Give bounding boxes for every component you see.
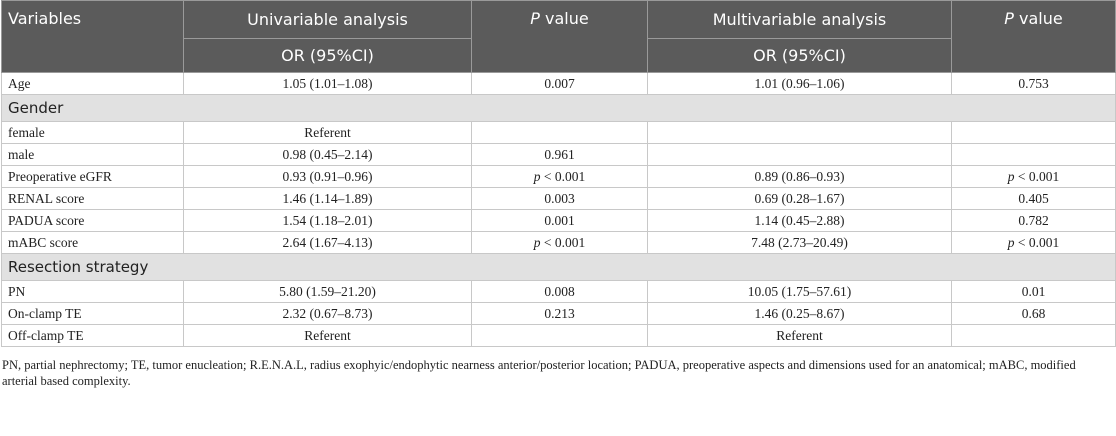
value-cell: 0.961	[471, 143, 648, 166]
value-cell: 1.46 (0.25–8.67)	[647, 302, 952, 325]
value-cell: 0.003	[471, 187, 648, 210]
value-cell: 1.46 (1.14–1.89)	[183, 187, 472, 210]
value-cell: 0.69 (0.28–1.67)	[647, 187, 952, 210]
value-cell: Referent	[183, 121, 472, 144]
section-cell: Gender	[1, 94, 1116, 122]
table-row: On-clamp TE 2.32 (0.67–8.73) 0.213 1.46 (0.…	[1, 302, 1116, 325]
value-cell: 1.05 (1.01–1.08)	[183, 72, 472, 95]
table-body: Age 1.05 (1.01–1.08) 0.007 1.01 (0.96–1.06)…	[1, 72, 1116, 347]
table-row: PADUA score 1.54 (1.18–2.01) 0.001 1.14 (0.…	[1, 209, 1116, 232]
value-cell: p < 0.001	[471, 231, 648, 254]
value-cell	[951, 121, 1116, 144]
value-cell	[951, 324, 1116, 347]
value-cell: 0.001	[471, 209, 648, 232]
value-cell: 0.93 (0.91–0.96)	[183, 165, 472, 188]
header-cell: Multivariable analysis	[647, 0, 952, 39]
variable-cell: On-clamp TE	[1, 302, 184, 325]
value-cell	[647, 121, 952, 144]
table-row: mABC score 2.64 (1.67–4.13) p < 0.001 7.48 …	[1, 231, 1116, 254]
header-cell: Univariable analysis	[183, 0, 472, 39]
variable-cell: PN	[1, 280, 184, 303]
value-cell: 7.48 (2.73–20.49)	[647, 231, 952, 254]
value-cell: 2.32 (0.67–8.73)	[183, 302, 472, 325]
results-table: Variables Univariable analysis P value M…	[1, 0, 1116, 347]
variable-cell: RENAL score	[1, 187, 184, 210]
value-cell: Referent	[647, 324, 952, 347]
value-cell: 1.01 (0.96–1.06)	[647, 72, 952, 95]
variable-cell: Off-clamp TE	[1, 324, 184, 347]
value-cell: p < 0.001	[951, 165, 1116, 188]
value-cell: 0.753	[951, 72, 1116, 95]
table-row: female Referent	[1, 121, 1116, 144]
value-cell	[647, 143, 952, 166]
footnote: PN, partial nephrectomy; TE, tumor enucl…	[2, 358, 1076, 388]
table-row: Off-clamp TE Referent Referent	[1, 324, 1116, 347]
header-cell: Variables	[1, 0, 184, 73]
value-cell: Referent	[183, 324, 472, 347]
table-row: male 0.98 (0.45–2.14) 0.961	[1, 143, 1116, 166]
header-cell: OR (95%CI)	[183, 38, 472, 73]
section-cell: Resection strategy	[1, 253, 1116, 281]
header-cell: OR (95%CI)	[647, 38, 952, 73]
value-cell: 0.007	[471, 72, 648, 95]
value-cell: p < 0.001	[471, 165, 648, 188]
value-cell: 0.213	[471, 302, 648, 325]
value-cell	[951, 143, 1116, 166]
value-cell: 5.80 (1.59–21.20)	[183, 280, 472, 303]
value-cell: 0.405	[951, 187, 1116, 210]
variable-cell: PADUA score	[1, 209, 184, 232]
variable-cell: male	[1, 143, 184, 166]
value-cell: 0.782	[951, 209, 1116, 232]
value-cell: 0.008	[471, 280, 648, 303]
table-row: Gender	[1, 94, 1116, 122]
value-cell: 10.05 (1.75–57.61)	[647, 280, 952, 303]
table-header: Variables Univariable analysis P value M…	[1, 0, 1116, 73]
value-cell	[471, 324, 648, 347]
value-cell: 0.89 (0.86–0.93)	[647, 165, 952, 188]
header-cell: P value	[471, 0, 648, 73]
value-cell: 1.14 (0.45–2.88)	[647, 209, 952, 232]
header-cell: P value	[951, 0, 1116, 73]
value-cell: 1.54 (1.18–2.01)	[183, 209, 472, 232]
value-cell: 0.68	[951, 302, 1116, 325]
variable-cell: female	[1, 121, 184, 144]
variable-cell: mABC score	[1, 231, 184, 254]
table-row: Age 1.05 (1.01–1.08) 0.007 1.01 (0.96–1.06)…	[1, 72, 1116, 95]
value-cell: 0.98 (0.45–2.14)	[183, 143, 472, 166]
table-row: Preoperative eGFR 0.93 (0.91–0.96) p < 0.0…	[1, 165, 1116, 188]
value-cell	[471, 121, 648, 144]
variable-cell: Preoperative eGFR	[1, 165, 184, 188]
table-row: Resection strategy	[1, 253, 1116, 281]
table-row: PN 5.80 (1.59–21.20) 0.008 10.05 (1.75–57.6…	[1, 280, 1116, 303]
value-cell: 0.01	[951, 280, 1116, 303]
table-row: RENAL score 1.46 (1.14–1.89) 0.003 0.69 (0.…	[1, 187, 1116, 210]
variable-cell: Age	[1, 72, 184, 95]
value-cell: p < 0.001	[951, 231, 1116, 254]
value-cell: 2.64 (1.67–4.13)	[183, 231, 472, 254]
